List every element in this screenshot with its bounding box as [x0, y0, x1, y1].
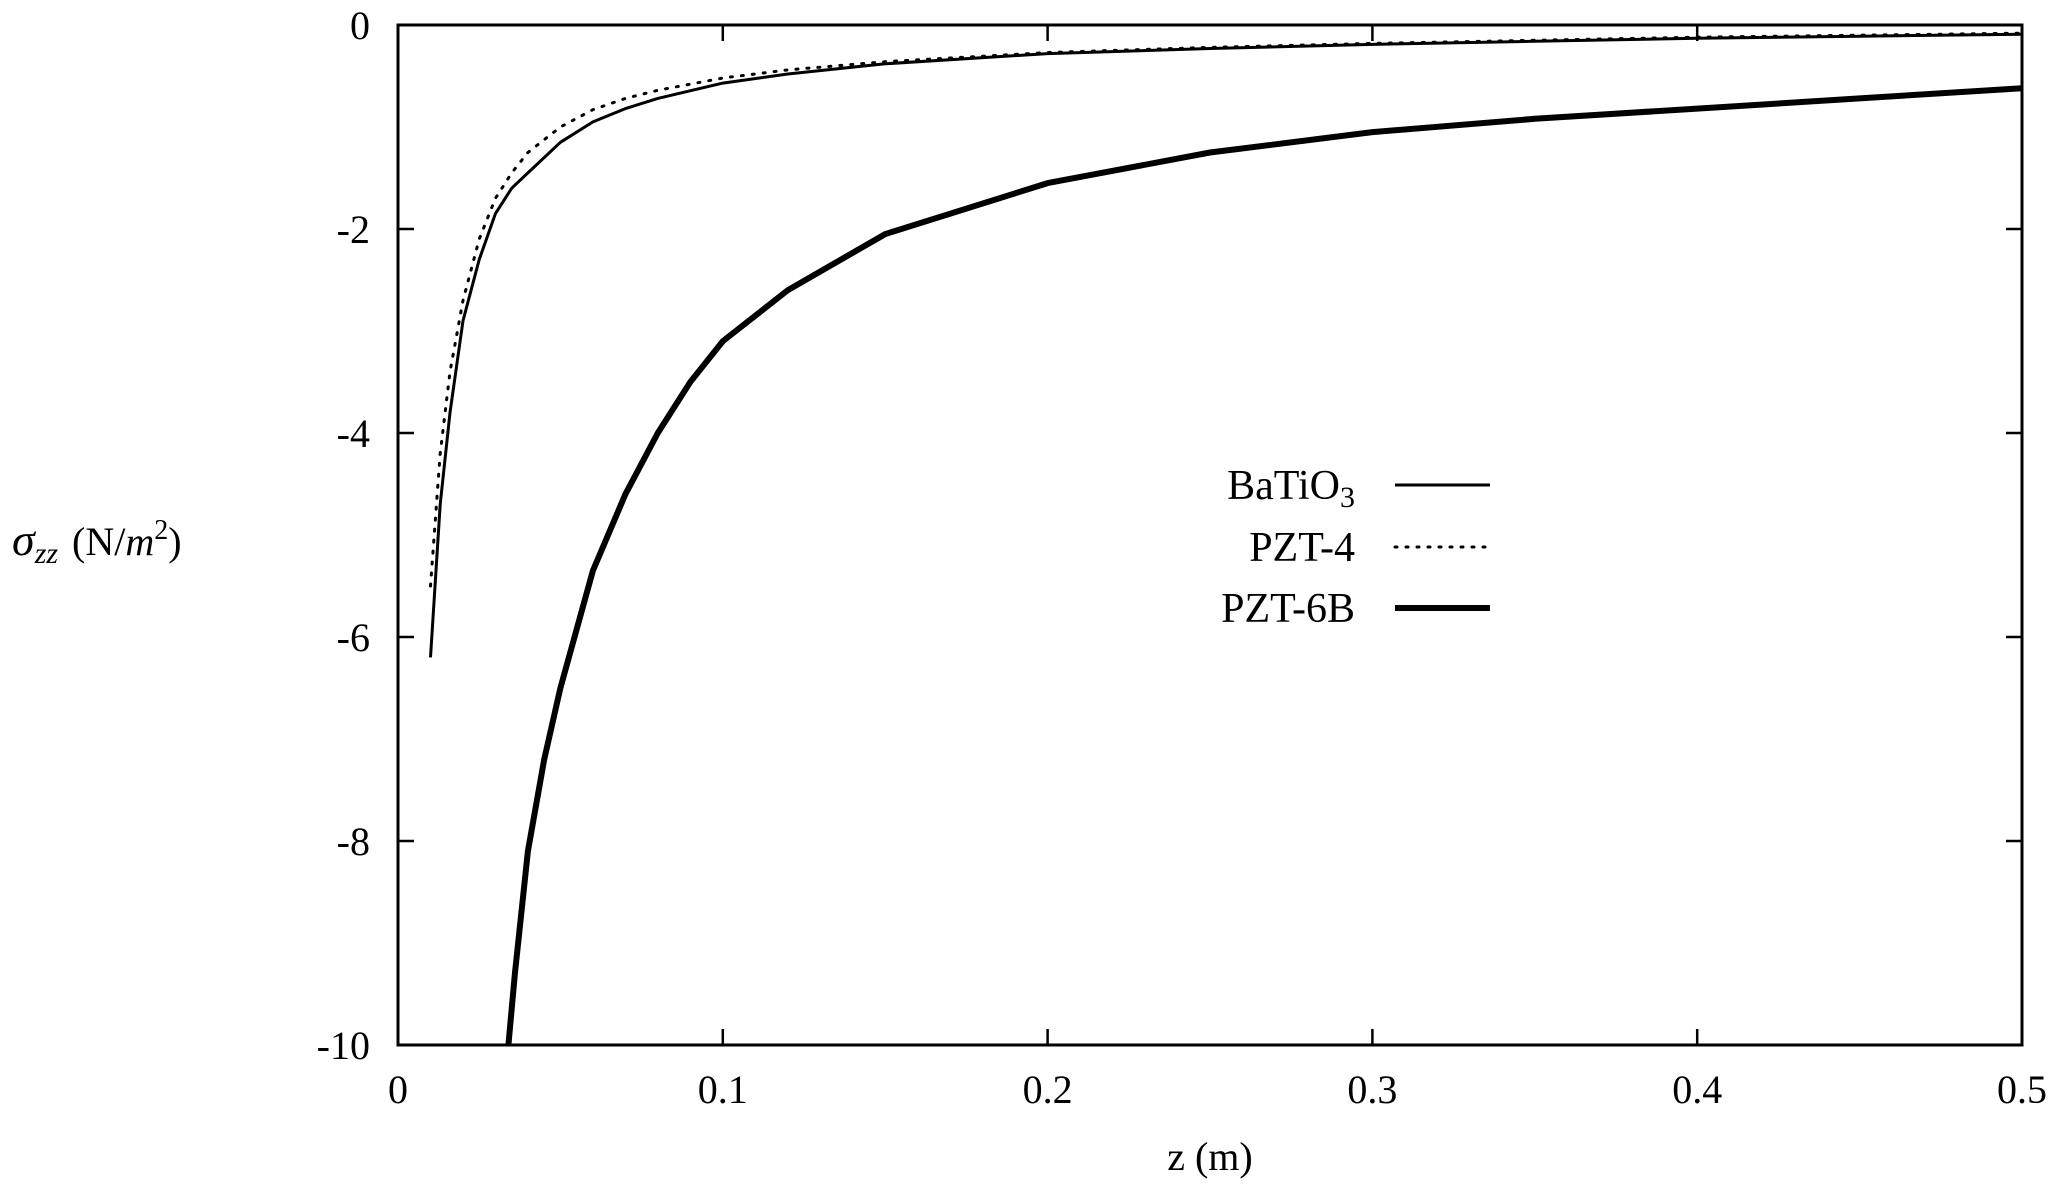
- legend-label: PZT-4: [1249, 525, 1355, 571]
- series-line-pzt-4: [429, 31, 2024, 588]
- y-tick-label: -10: [317, 1023, 370, 1068]
- tick-labels-layer: 0 0.1 0.2 0.3 0.4 0.5 0 -2 -4 -6 -8 -10: [317, 3, 2047, 1112]
- legend-label: PZT-6B: [1221, 586, 1355, 632]
- y-tick-label: -6: [337, 615, 370, 660]
- x-tick-label: 0.1: [698, 1067, 748, 1112]
- y-axis-label-units-m: m: [125, 519, 154, 564]
- y-tick-label: -8: [337, 819, 370, 864]
- y-tick-label: -2: [337, 207, 370, 252]
- x-tick-label: 0.5: [1997, 1067, 2047, 1112]
- legend: BaTiO3 PZT-4 PZT-6B: [1221, 463, 1492, 632]
- y-axis-label-units-close: ): [168, 519, 181, 564]
- series-layer: [429, 31, 2024, 1046]
- y-axis-label-subscript: zz: [34, 537, 59, 570]
- series-line-batio: [429, 32, 2023, 658]
- y-axis-label-symbol: σ: [12, 514, 37, 565]
- x-tick-label: 0.4: [1672, 1067, 1722, 1112]
- legend-label: BaTiO3: [1227, 463, 1355, 514]
- y-axis-label-units-open: (N/: [72, 519, 126, 564]
- legend-label-main: BaTiO: [1227, 463, 1340, 509]
- series-line-pzt-6b: [505, 85, 2023, 1046]
- legend-label-main: PZT-6B: [1221, 586, 1355, 632]
- plot-frame: [396, 23, 2024, 1047]
- y-tick-label: -4: [337, 411, 370, 456]
- x-axis-label: z (m): [1167, 1134, 1253, 1179]
- legend-label-subscript: 3: [1340, 481, 1355, 514]
- ticks-layer: [396, 23, 2024, 1047]
- x-tick-label: 0.3: [1347, 1067, 1397, 1112]
- y-tick-label: 0: [350, 3, 370, 48]
- y-axis-label: σzz (N/m2): [12, 514, 182, 570]
- x-tick-label: 0.2: [1023, 1067, 1073, 1112]
- y-axis-label-units-exp: 2: [154, 515, 168, 546]
- legend-label-main: PZT-4: [1249, 525, 1355, 571]
- x-tick-label: 0: [388, 1067, 408, 1112]
